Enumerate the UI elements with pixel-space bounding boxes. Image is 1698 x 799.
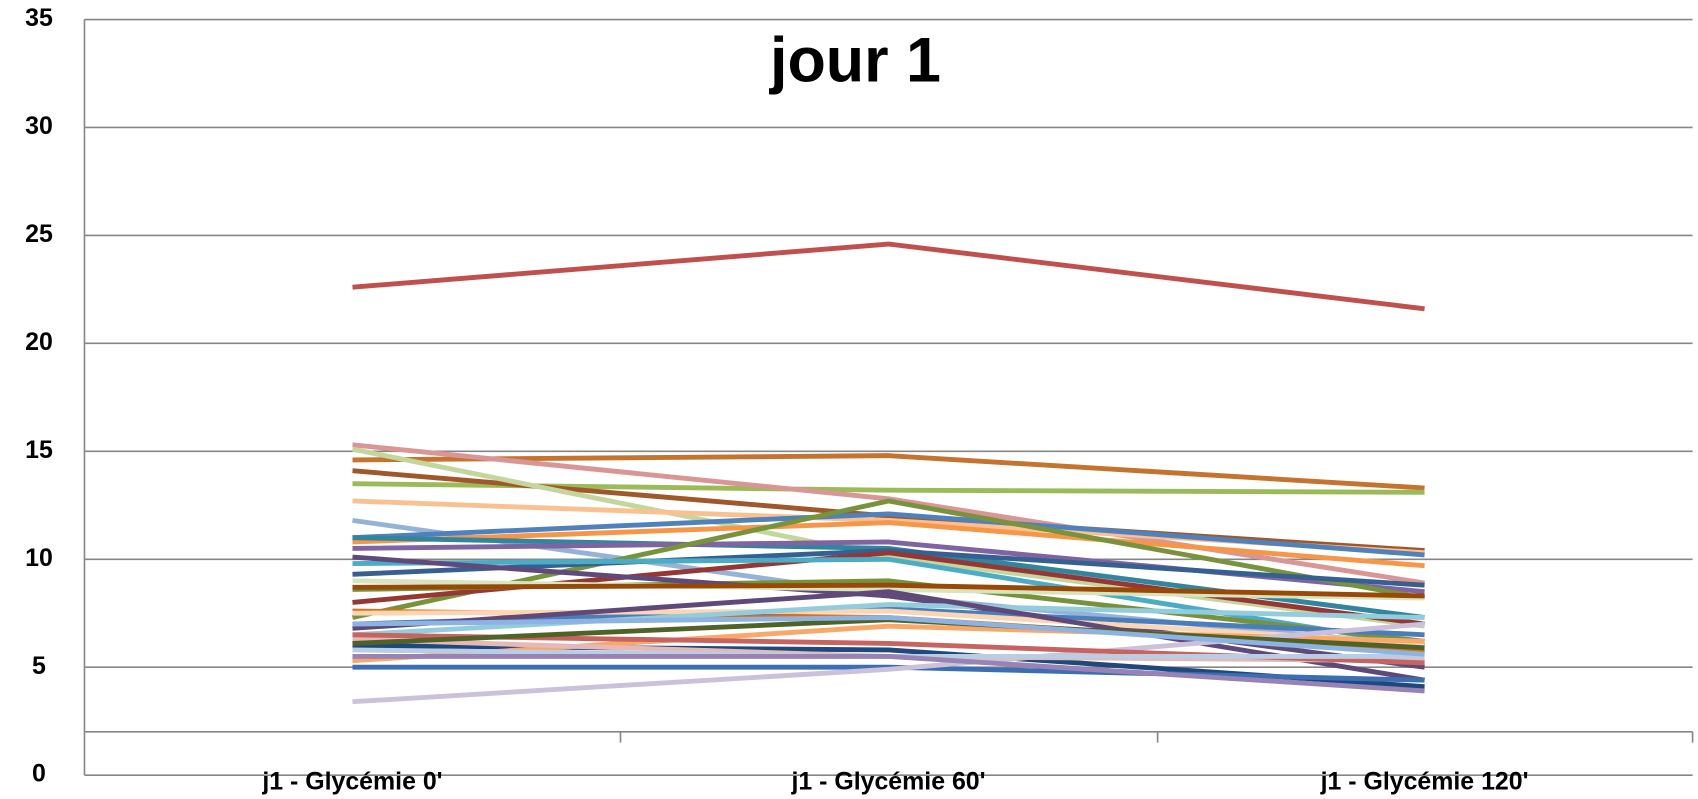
series-line	[352, 653, 1425, 694]
series-line	[351, 498, 1425, 620]
x-tick-label: j1 - Glycémie 0'	[261, 767, 442, 795]
x-tick-label: j1 - Glycémie 60'	[790, 767, 985, 795]
series-line	[352, 608, 1425, 646]
x-tick-label: j1 - Glycémie 120'	[1320, 767, 1529, 795]
y-tick-label: 10	[25, 544, 53, 572]
y-tick-label: 0	[32, 760, 46, 788]
series-line	[352, 556, 1425, 649]
series-line	[352, 582, 1425, 599]
series-line	[352, 615, 1425, 657]
series-line	[352, 602, 1425, 638]
series-line	[352, 589, 1425, 683]
series-line	[352, 520, 1425, 569]
series-line	[352, 241, 1425, 312]
y-tick-label: 30	[25, 112, 53, 140]
y-tick-label: 20	[25, 328, 53, 356]
y-tick-label: 5	[32, 652, 46, 680]
series-line	[352, 453, 1425, 491]
y-tick-label: 15	[25, 436, 53, 464]
y-tick-label: 25	[25, 220, 53, 248]
chart-title: jour 1	[769, 26, 941, 96]
y-tick-label: 35	[25, 4, 53, 32]
series-line	[352, 511, 1425, 558]
